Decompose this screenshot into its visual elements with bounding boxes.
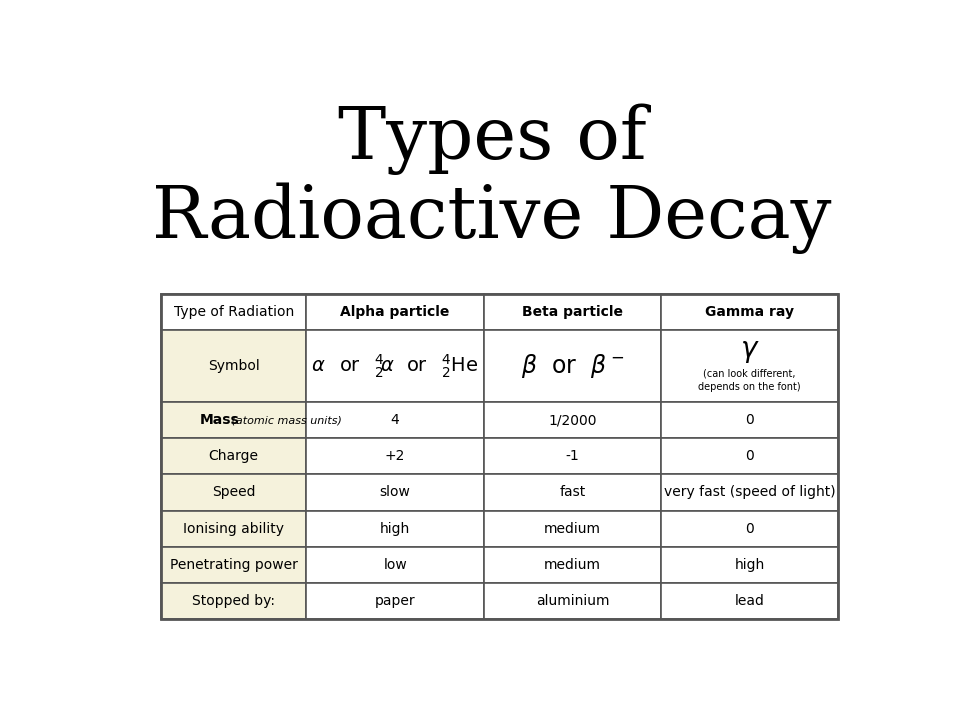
Text: very fast (speed of light): very fast (speed of light)	[663, 485, 835, 500]
Text: +2: +2	[385, 449, 405, 464]
Bar	[161, 582, 306, 618]
Text: fast: fast	[560, 485, 586, 500]
Bar	[161, 510, 306, 546]
Bar	[661, 294, 838, 330]
Text: Gamma ray: Gamma ray	[705, 305, 794, 319]
Text: Charge: Charge	[208, 449, 258, 464]
Text: paper: paper	[374, 593, 416, 608]
Text: lead: lead	[734, 593, 764, 608]
Text: $\gamma$: $\gamma$	[740, 337, 759, 365]
Bar	[484, 402, 661, 438]
Bar	[661, 402, 838, 438]
Bar	[484, 546, 661, 582]
Text: Mass: Mass	[201, 413, 240, 428]
Text: Type of Radiation: Type of Radiation	[174, 305, 294, 319]
Bar	[661, 510, 838, 546]
Text: $\beta$  or  $\beta^-$: $\beta$ or $\beta^-$	[520, 352, 624, 380]
Bar	[484, 294, 661, 330]
Text: $\alpha_{\,}$  or  $\,^4_2\!\alpha$  or  $\,^4_2$He: $\alpha_{\,}$ or $\,^4_2\!\alpha$ or $\,…	[311, 353, 479, 380]
Bar	[306, 546, 484, 582]
Bar	[161, 438, 306, 474]
Text: Speed: Speed	[212, 485, 255, 500]
Text: high: high	[734, 557, 765, 572]
Bar	[661, 582, 838, 618]
Bar	[484, 474, 661, 510]
Bar	[306, 510, 484, 546]
Text: high: high	[380, 521, 410, 536]
Bar	[161, 402, 306, 438]
Bar	[161, 294, 838, 618]
Bar	[161, 546, 306, 582]
Text: Alpha particle: Alpha particle	[341, 305, 450, 319]
Text: Penetrating power: Penetrating power	[170, 557, 298, 572]
Text: 0: 0	[745, 521, 754, 536]
Text: Beta particle: Beta particle	[522, 305, 623, 319]
Text: Symbol: Symbol	[207, 359, 259, 374]
Text: low: low	[383, 557, 407, 572]
Text: (can look different,
depends on the font): (can look different, depends on the font…	[698, 369, 801, 392]
Bar	[161, 474, 306, 510]
Text: Types of
Radioactive Decay: Types of Radioactive Decay	[153, 103, 831, 254]
Bar	[661, 546, 838, 582]
Text: Stopped by:: Stopped by:	[192, 593, 276, 608]
Text: medium: medium	[544, 521, 601, 536]
Bar	[306, 474, 484, 510]
Bar	[306, 582, 484, 618]
Bar	[306, 402, 484, 438]
Text: aluminium: aluminium	[536, 593, 610, 608]
Bar	[306, 438, 484, 474]
Text: slow: slow	[380, 485, 411, 500]
Text: 0: 0	[745, 413, 754, 428]
Bar	[306, 294, 484, 330]
Bar	[484, 582, 661, 618]
Bar	[161, 294, 306, 330]
Text: 4: 4	[391, 413, 399, 428]
Text: 1/2000: 1/2000	[548, 413, 597, 428]
Text: 0: 0	[745, 449, 754, 464]
Text: -1: -1	[565, 449, 580, 464]
Bar	[661, 438, 838, 474]
Text: (atomic mass units): (atomic mass units)	[228, 415, 343, 426]
Bar	[484, 438, 661, 474]
Bar	[161, 330, 306, 402]
Text: medium: medium	[544, 557, 601, 572]
Bar	[661, 474, 838, 510]
Text: Ionising ability: Ionising ability	[183, 521, 284, 536]
Bar	[306, 330, 484, 402]
Bar	[661, 330, 838, 402]
Bar	[484, 510, 661, 546]
Bar	[484, 330, 661, 402]
